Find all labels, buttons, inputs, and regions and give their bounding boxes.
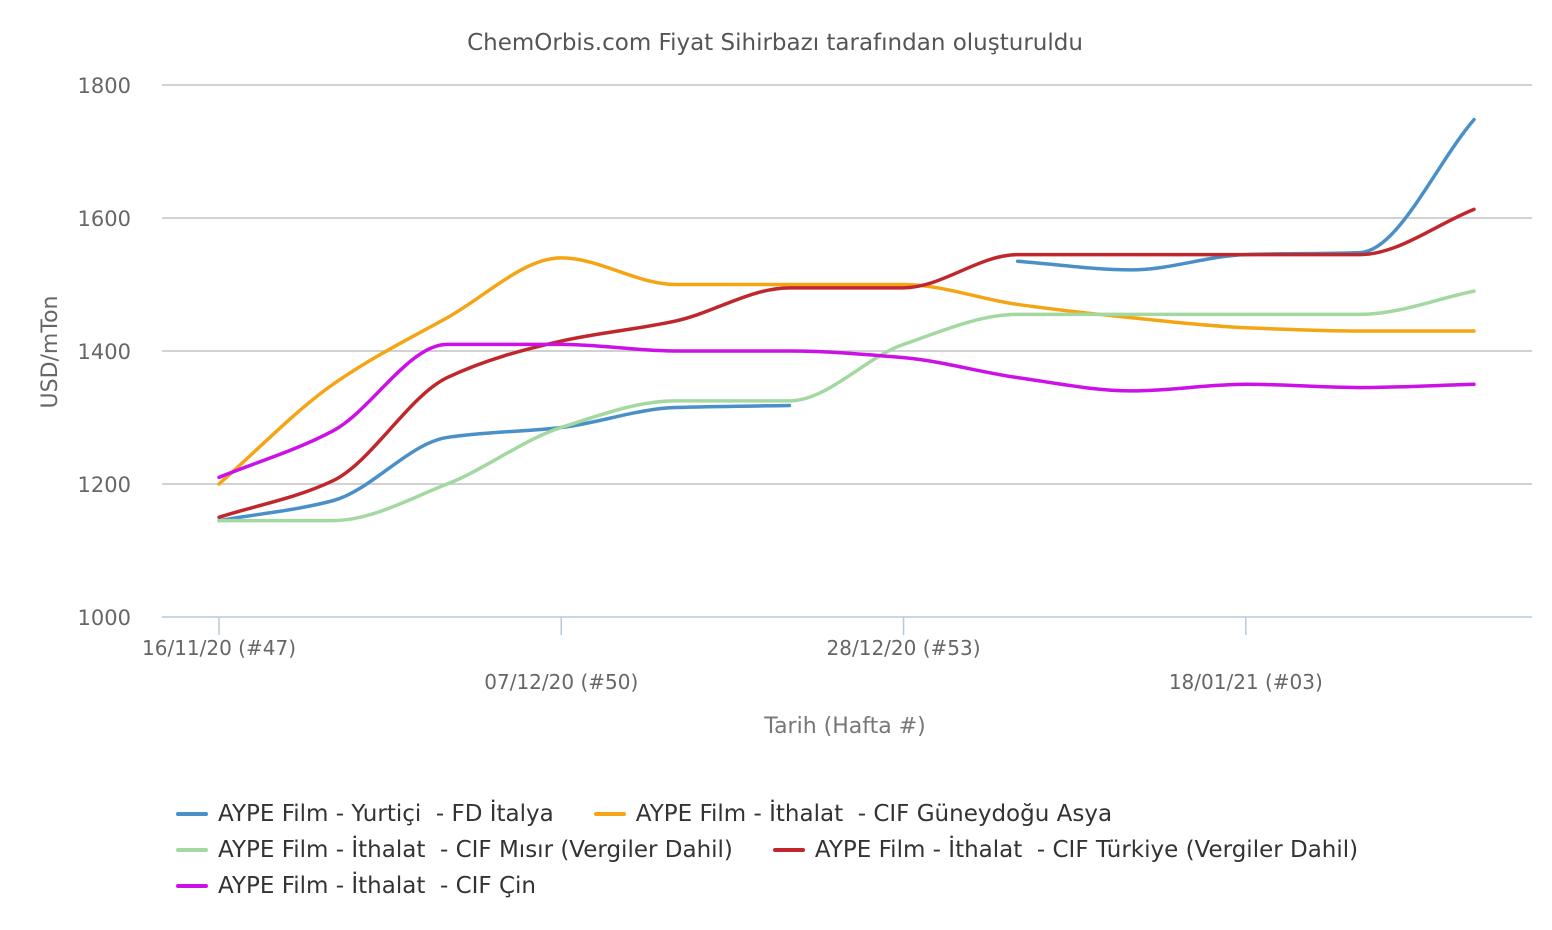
legend-label: AYPE Film - İthalat - CIF Türkiye (Vergi… [814,837,1359,863]
legend-item[interactable]: AYPE Film - İthalat - CIF Türkiye (Vergi… [772,837,1359,863]
legend-swatch [176,812,208,816]
legend: AYPE Film - Yurtiçi - FD İtalya AYPE Film… [176,796,1516,904]
legend-label: AYPE Film - İthalat - CIF Mısır (Vergile… [218,837,733,863]
x-tick-label: 07/12/20 (#50) [484,670,638,694]
x-axis-label: Tarih (Hafta #) [763,714,925,739]
series-segment [1015,117,1476,272]
legend-label: AYPE Film - Yurtiçi - FD İtalya [218,801,554,827]
series-line-3 [217,289,1476,523]
series-lines [217,117,1476,523]
legend-label: AYPE Film - İthalat - CIF Çin [218,873,536,899]
gridlines [162,84,1532,485]
legend-swatch [176,848,208,852]
series-segment [217,207,1476,519]
series-line-2 [217,256,1476,486]
y-tick-label: 1600 [78,207,131,231]
series-segment [217,256,1476,486]
legend-item[interactable]: AYPE Film - İthalat - CIF Mısır (Vergile… [176,837,733,863]
series-segment [217,342,1476,480]
y-axis: 1000 1200 1400 1600 1800 [78,74,131,630]
series-segment [217,289,1476,523]
legend-row: AYPE Film - Yurtiçi - FD İtalya AYPE Film… [176,796,1516,832]
legend-row: AYPE Film - İthalat - CIF Mısır (Vergile… [176,832,1516,868]
legend-row: AYPE Film - İthalat - CIF Çin [176,868,1516,904]
x-tick-label: 28/12/20 (#53) [827,636,981,660]
legend-item[interactable]: AYPE Film - İthalat - CIF Çin [176,873,536,899]
legend-item[interactable]: AYPE Film - İthalat - CIF Güneydoğu Asya [593,801,1113,827]
x-tick-label: 18/01/21 (#03) [1169,670,1323,694]
y-tick-label: 1400 [78,340,131,364]
legend-swatch [593,812,626,816]
x-tick-label: 16/11/20 (#47) [142,636,296,660]
x-axis: 16/11/20 (#47) 07/12/20 (#50) 28/12/20 (#5… [142,616,1532,694]
legend-item[interactable]: AYPE Film - Yurtiçi - FD İtalya [176,801,554,827]
series-line-1 [217,117,1476,523]
chart-title: ChemOrbis.com Fiyat Sihirbazı tarafından… [467,30,1083,56]
y-tick-label: 1200 [78,473,131,497]
y-tick-label: 1800 [78,74,131,98]
legend-swatch [772,848,805,852]
legend-label: AYPE Film - İthalat - CIF Güneydoğu Asya [635,801,1113,827]
legend-swatch [176,884,208,888]
y-axis-label: USD/mTon [38,296,63,409]
series-segment [217,403,792,523]
series-line-5 [217,342,1476,480]
y-tick-label: 1000 [78,606,131,630]
series-line-4 [217,207,1476,519]
